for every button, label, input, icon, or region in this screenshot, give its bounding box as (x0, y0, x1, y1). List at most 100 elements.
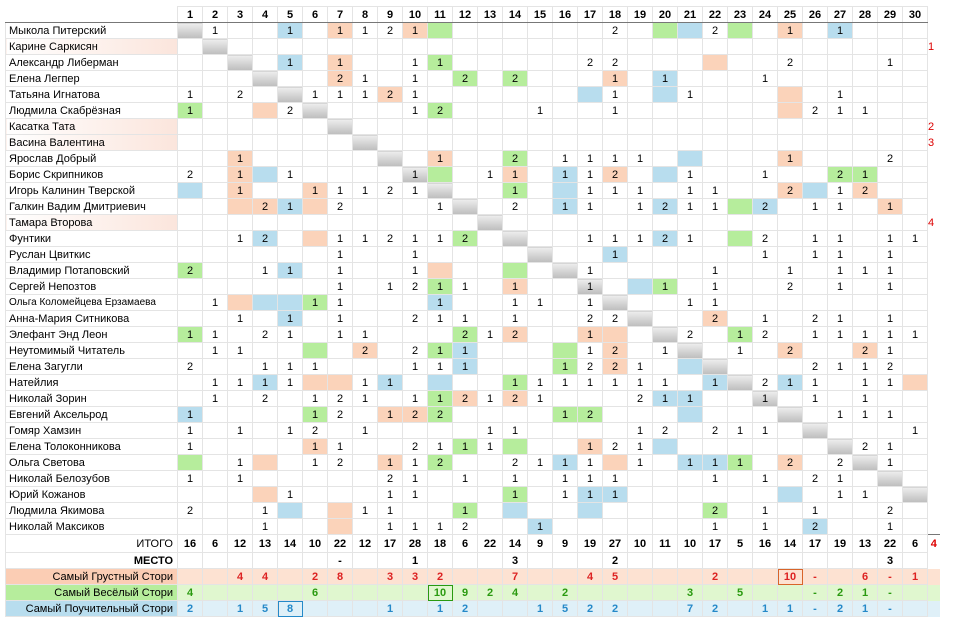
score-cell (677, 406, 703, 423)
fun-label: Самый Весёлый Стори (5, 584, 178, 601)
score-cell (252, 454, 278, 471)
score-cell: 2 (577, 310, 603, 327)
score-cell (352, 102, 378, 119)
score-cell (527, 358, 553, 375)
score-cell: 2 (177, 166, 203, 183)
score-cell: 1 (377, 486, 403, 503)
row-name: Ольга Светова (5, 454, 178, 471)
row-name: Юрий Кожанов (5, 486, 178, 503)
score-cell (227, 486, 253, 503)
score-cell: 2 (777, 278, 803, 295)
score-cell: 1 (552, 150, 578, 167)
score-cell (202, 486, 228, 503)
score-cell (727, 22, 753, 39)
score-cell (377, 326, 403, 343)
score-cell (302, 134, 328, 151)
edu-value (627, 600, 653, 617)
edu-value (327, 600, 353, 617)
score-cell (827, 214, 853, 231)
row-flag (928, 71, 940, 87)
sum-value: 22 (327, 534, 353, 553)
score-cell: 2 (452, 518, 478, 535)
score-cell (577, 214, 603, 231)
score-cell (352, 470, 378, 487)
score-cell (227, 54, 253, 71)
score-cell: 1 (327, 182, 353, 199)
score-cell (452, 486, 478, 503)
score-cell (702, 70, 728, 87)
sad-value (677, 568, 703, 585)
row-flag (928, 375, 940, 391)
score-cell (802, 118, 828, 135)
score-cell (302, 118, 328, 135)
score-cell: 1 (477, 326, 503, 343)
row-name: Касатка Тата (5, 118, 178, 135)
score-cell (777, 214, 803, 231)
score-cell (677, 374, 703, 391)
score-cell (402, 198, 428, 215)
score-cell (552, 326, 578, 343)
score-cell (727, 294, 753, 311)
edu-value (902, 600, 928, 617)
score-cell (252, 294, 278, 311)
score-cell (877, 182, 903, 199)
score-cell: 1 (277, 374, 303, 391)
row-name: Руслан Цвиткис (5, 246, 178, 263)
score-cell (527, 134, 553, 151)
score-cell (902, 486, 928, 503)
score-cell (327, 118, 353, 135)
score-cell (402, 374, 428, 391)
score-cell: 1 (752, 422, 778, 439)
score-cell: 2 (402, 342, 428, 359)
fun-value (202, 584, 228, 601)
score-cell: 1 (677, 86, 703, 103)
edu-value: 2 (602, 600, 628, 617)
score-cell (202, 70, 228, 87)
score-cell (652, 118, 678, 135)
score-cell (502, 54, 528, 71)
score-cell (327, 214, 353, 231)
score-cell (752, 438, 778, 455)
score-cell: 1 (352, 230, 378, 247)
edu-value (477, 600, 503, 617)
score-cell (627, 246, 653, 263)
sad-value (452, 568, 478, 585)
score-cell (277, 214, 303, 231)
score-cell (552, 342, 578, 359)
score-cell (777, 422, 803, 439)
score-cell (327, 38, 353, 55)
score-cell (827, 118, 853, 135)
score-cell (852, 198, 878, 215)
score-cell (777, 246, 803, 263)
score-cell (702, 342, 728, 359)
sum-value: 9 (552, 534, 578, 553)
score-cell: 2 (502, 150, 528, 167)
score-cell (502, 406, 528, 423)
place-value (702, 552, 728, 569)
score-cell (277, 246, 303, 263)
score-cell (627, 502, 653, 519)
score-cell (727, 54, 753, 71)
score-cell: 1 (352, 22, 378, 39)
score-cell: 1 (877, 198, 903, 215)
score-cell: 1 (877, 54, 903, 71)
score-cell: 2 (502, 454, 528, 471)
score-cell (377, 438, 403, 455)
score-cell (527, 310, 553, 327)
score-cell (177, 38, 203, 55)
score-cell (477, 38, 503, 55)
fun-value (777, 584, 803, 601)
score-cell (652, 438, 678, 455)
score-cell: 1 (802, 198, 828, 215)
score-cell (752, 486, 778, 503)
score-cell (902, 310, 928, 327)
row-flag (928, 391, 940, 407)
row-name: Евгений Аксельрод (5, 406, 178, 423)
score-cell (752, 182, 778, 199)
sum-value: 14 (777, 534, 803, 553)
score-cell (802, 150, 828, 167)
score-cell (902, 166, 928, 183)
score-cell: 1 (352, 374, 378, 391)
edu-value (352, 600, 378, 617)
score-cell: 1 (402, 262, 428, 279)
